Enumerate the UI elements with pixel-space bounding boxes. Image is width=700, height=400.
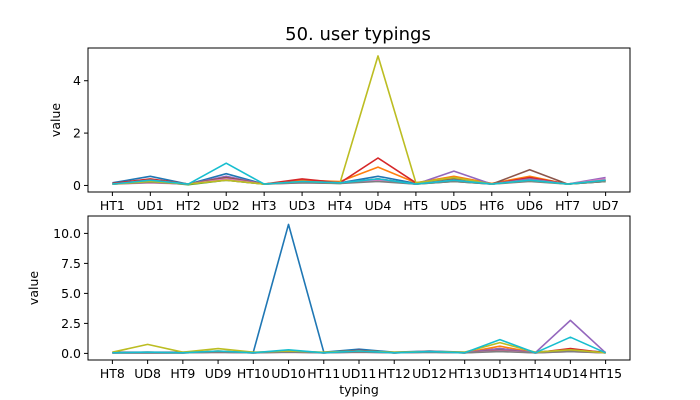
x-tick-label: UD3 — [289, 198, 316, 213]
x-tick-label: HT6 — [479, 198, 504, 213]
y-tick-label: 0.0 — [61, 346, 81, 361]
y-axis-label: value — [48, 103, 63, 137]
axes-frame — [87, 47, 631, 193]
x-axis-label: typing — [339, 382, 379, 397]
x-tick-label: HT14 — [519, 366, 552, 381]
series-line-10 — [112, 336, 606, 354]
y-tick-label: 0 — [73, 178, 81, 193]
y-tick-label: 10.0 — [53, 226, 81, 241]
x-tick-label: HT10 — [237, 366, 270, 381]
y-tick-label: 2 — [73, 126, 81, 141]
series-line-10 — [112, 162, 606, 185]
x-tick-label: HT3 — [252, 198, 277, 213]
bottom-panel: HT8 UD8 HT9 UD9 HT10 UD10 HT11 UD11 HT12 UD12 HT13… — [26, 215, 631, 397]
x-tick-label: HT15 — [589, 366, 622, 381]
x-tick-label: UD7 — [592, 198, 619, 213]
x-tick-label: HT8 — [100, 366, 125, 381]
x-tick-label: UD8 — [134, 366, 161, 381]
x-tick-label: UD2 — [213, 198, 240, 213]
x-tick-label: UD14 — [553, 366, 588, 381]
x-tick-label: UD9 — [205, 366, 232, 381]
y-tick-label: 7.5 — [61, 256, 81, 271]
x-tick-label: UD13 — [483, 366, 518, 381]
y-axis-label: value — [26, 271, 41, 305]
chart-title: 50. user typings — [285, 24, 431, 45]
x-tick-label: UD1 — [137, 198, 164, 213]
x-tick-label: UD6 — [516, 198, 543, 213]
x-tick-label: UD10 — [271, 366, 306, 381]
x-tick-label: HT9 — [170, 366, 195, 381]
x-tick-label: HT2 — [176, 198, 201, 213]
y-tick-label: 5.0 — [61, 286, 81, 301]
x-tick-label: HT12 — [378, 366, 411, 381]
x-tick-label: UD12 — [412, 366, 447, 381]
y-tick-label: 2.5 — [61, 316, 81, 331]
top-panel: HT1 UD1 HT2 UD2 HT3 UD3 HT4 UD4 HT5 UD5 HT6 UD6 HT7 U… — [48, 47, 631, 213]
x-tick-label: UD4 — [365, 198, 392, 213]
y-tick-label: 4 — [73, 73, 81, 88]
x-tick-label: HT13 — [448, 366, 481, 381]
x-tick-label: HT7 — [555, 198, 580, 213]
x-tick-label: UD5 — [440, 198, 467, 213]
x-tick-label: HT11 — [307, 366, 340, 381]
x-tick-label: UD11 — [342, 366, 377, 381]
x-tick-label: HT1 — [100, 198, 125, 213]
x-tick-label: HT4 — [328, 198, 353, 213]
x-tick-label: HT5 — [403, 198, 428, 213]
